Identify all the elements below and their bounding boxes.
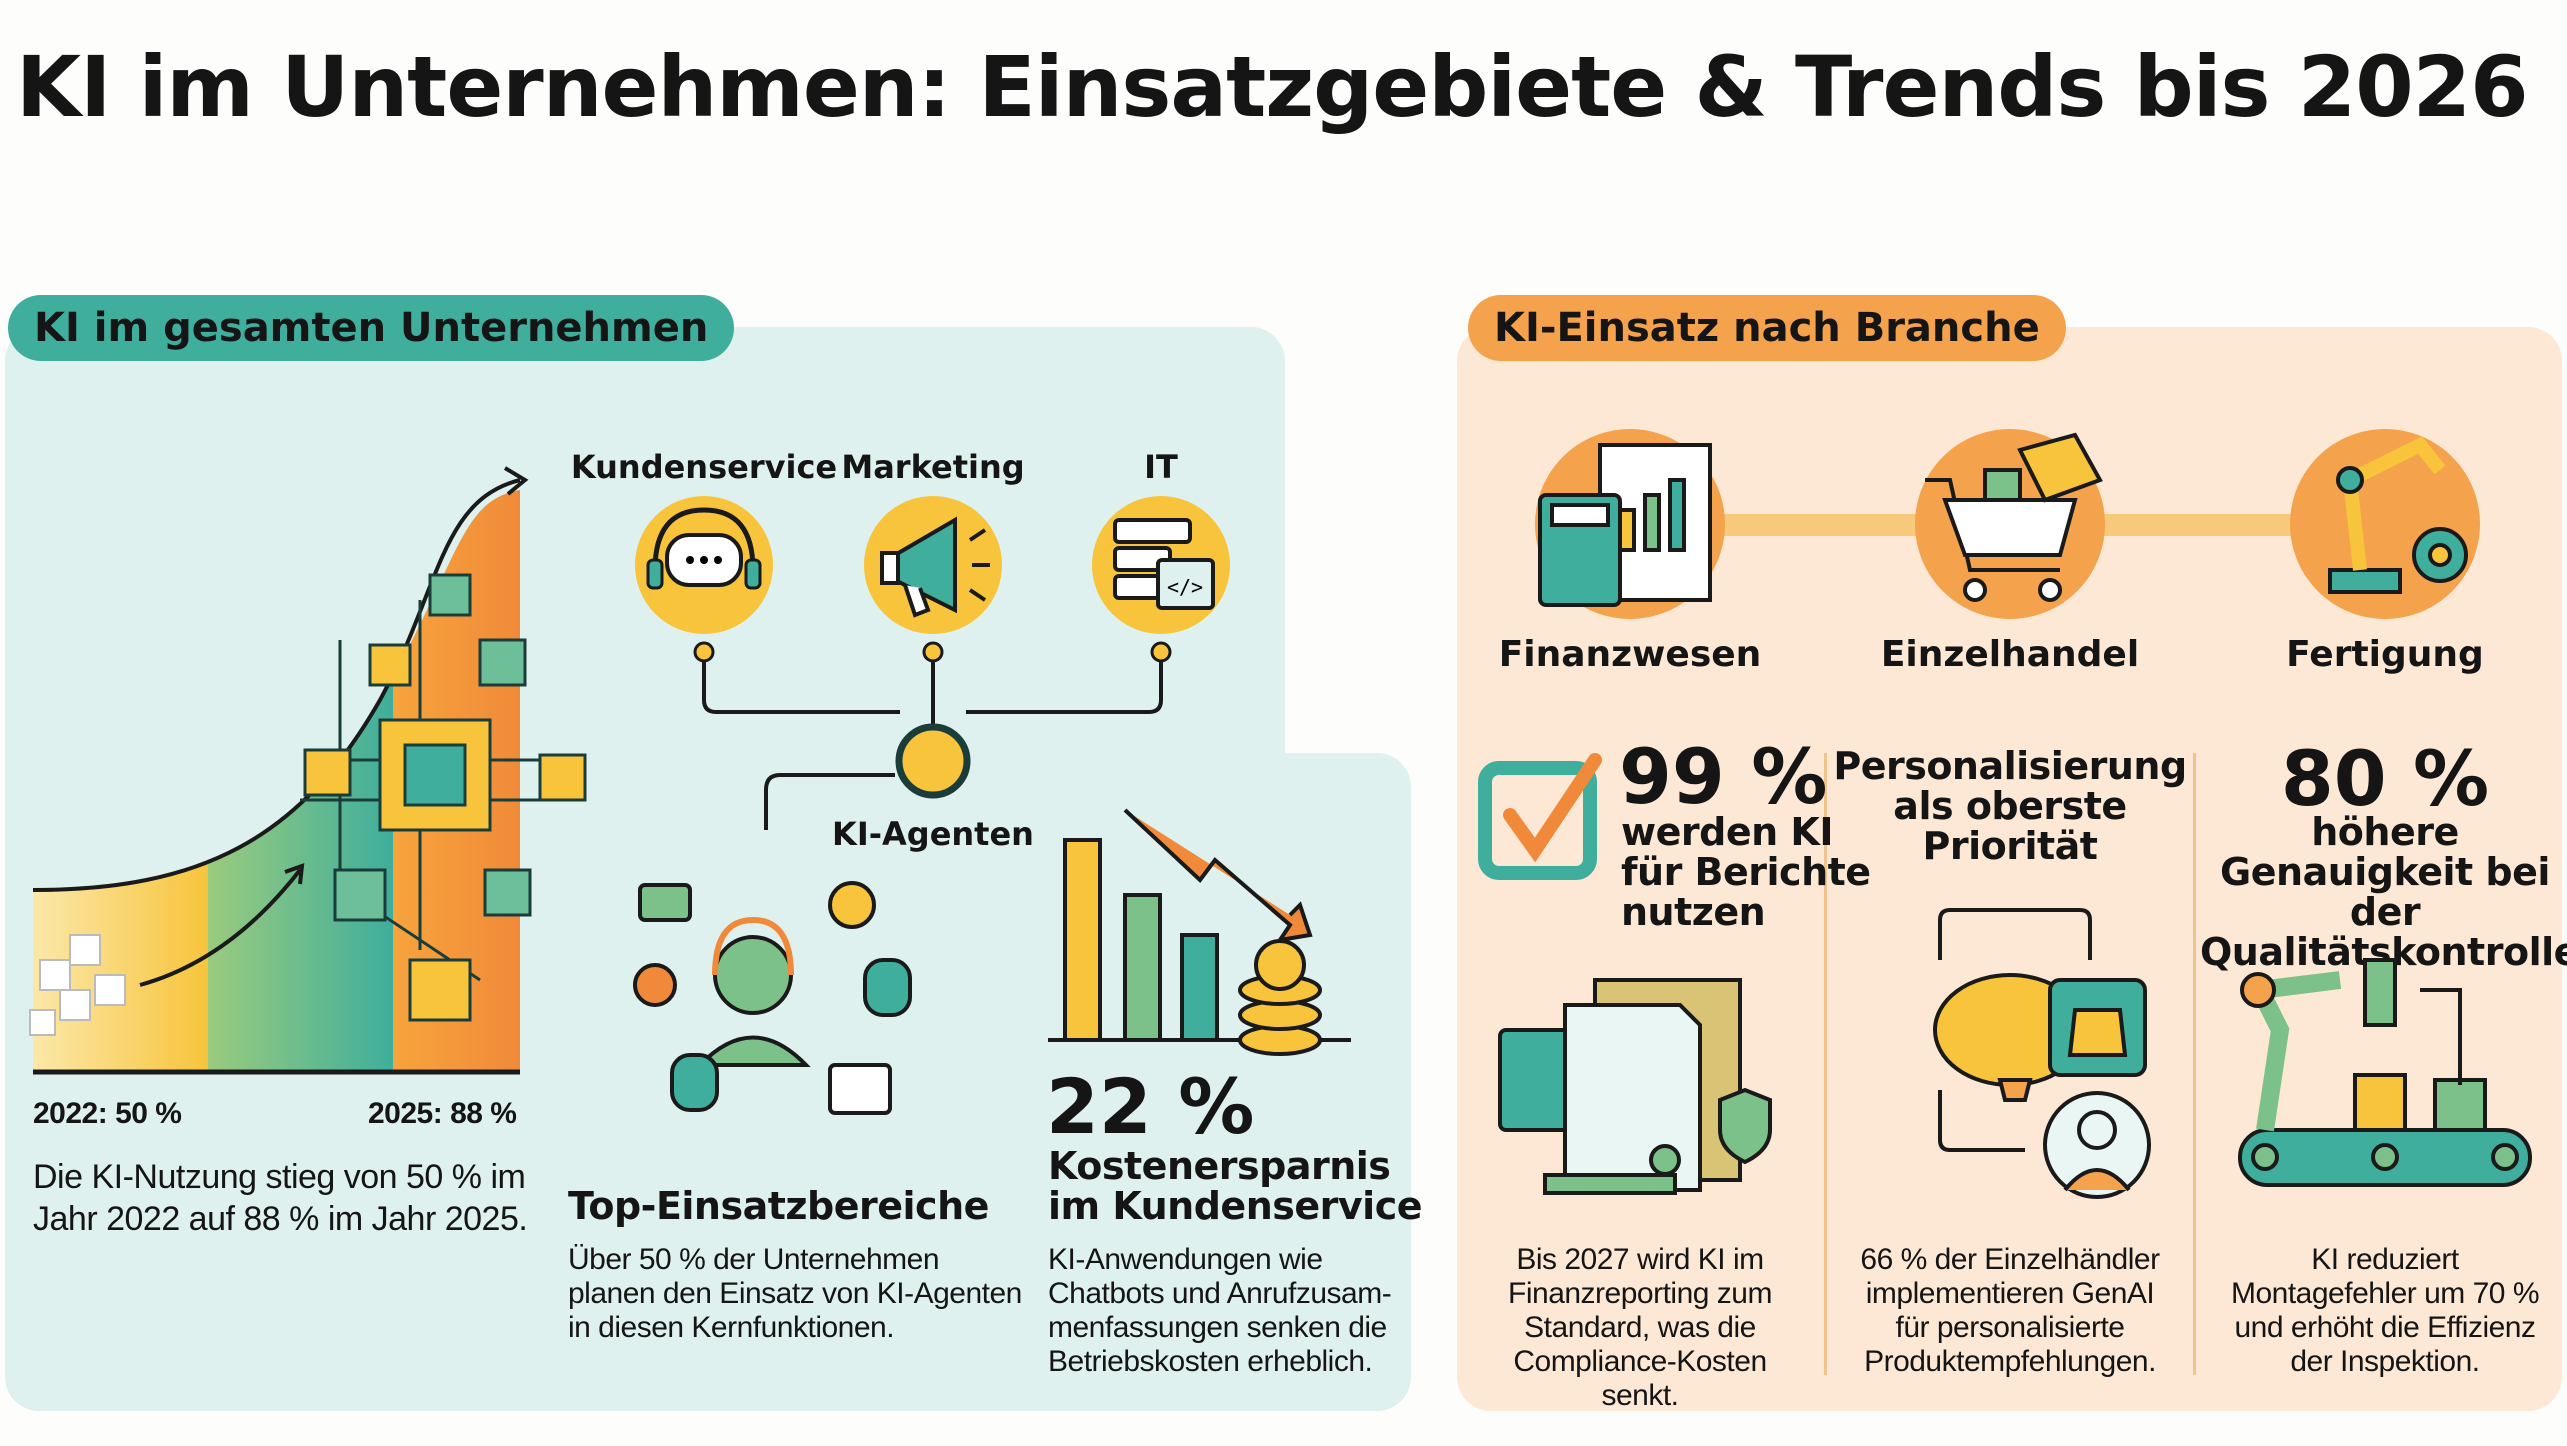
heading-line: Kostenersparnis — [1048, 1144, 1391, 1188]
desc-line: senkt. — [1601, 1379, 1679, 1412]
desc-line: Compliance-Kosten — [1513, 1345, 1767, 1378]
desc-line: Finanzreporting zum — [1508, 1277, 1772, 1310]
heading-line: im Kundenservice — [1048, 1184, 1423, 1228]
stat-line: als oberste — [1893, 784, 2127, 828]
industry-label-manufacturing: Fertigung — [2286, 634, 2484, 675]
function-label-marketing: Marketing — [841, 448, 1025, 486]
trend-curve — [32, 478, 521, 892]
desc-line: Bis 2027 wird KI im — [1516, 1243, 1764, 1276]
section-pill-industry: KI-Einsatz nach Branche — [1468, 295, 2066, 361]
column-divider — [1824, 753, 1827, 1375]
arrow-head-icon — [503, 466, 529, 496]
desc-line: implementieren GenAI — [1865, 1277, 2155, 1310]
desc-line: menfassungen senken die — [1048, 1311, 1387, 1344]
server-code-icon: </> — [1092, 496, 1230, 634]
desc-line: für personalisierte — [1895, 1311, 2125, 1344]
finance-stat-text: werden KI für Berichte nutzen — [1621, 812, 1871, 932]
page-title: KI im Unternehmen: Einsatzgebiete & Tren… — [16, 38, 2529, 136]
desc-line: KI reduziert — [2311, 1243, 2459, 1276]
robot-arm-icon — [2290, 429, 2480, 619]
manufacturing-value: 80 % — [2280, 734, 2490, 823]
desc-line: Chatbots und Anrufzusam- — [1048, 1277, 1392, 1310]
savings-value: 22 % — [1046, 1062, 1255, 1151]
desc-line: Betriebskosten erheblich. — [1048, 1345, 1373, 1378]
stat-line: Genauigkeit bei der — [2220, 850, 2550, 934]
desc-line: in diesen Kernfunktionen. — [568, 1311, 895, 1344]
ai-agent-person-icon — [633, 881, 912, 1115]
megaphone-icon — [864, 496, 1002, 634]
industry-label-retail: Einzelhandel — [1880, 634, 2140, 675]
stat-line: nutzen — [1621, 890, 1766, 934]
small-arrow-icon — [139, 863, 305, 987]
stat-line: Priorität — [1922, 824, 2098, 868]
label-2022: 2022: 50 % — [33, 1097, 182, 1130]
stat-line: Personalisierung — [1833, 744, 2187, 788]
desc-line: Über 50 % der Unternehmen — [568, 1243, 940, 1276]
hub-label: KI-Agenten — [832, 815, 1034, 853]
manufacturing-stat-text: höhere Genauigkeit bei der Qualitätskont… — [2200, 812, 2567, 972]
finance-description: Bis 2027 wird KI im Finanzreporting zum … — [1470, 1243, 1810, 1413]
growth-description: Die KI-Nutzung stieg von 50 % im Jahr 20… — [33, 1156, 528, 1240]
top-areas-heading: Top-Einsatzbereiche — [568, 1184, 989, 1228]
function-label-it: IT — [1144, 448, 1178, 486]
desc-line: Jahr 2022 auf 88 % im Jahr 2025. — [33, 1200, 528, 1238]
desc-line: Standard, was die — [1524, 1311, 1756, 1344]
savings-description: KI-Anwendungen wie Chatbots und Anrufzus… — [1048, 1243, 1392, 1379]
function-label-kundenservice: Kundenservice — [570, 448, 838, 486]
desc-line: Produktempfehlungen. — [1864, 1345, 2156, 1378]
industry-label-finance: Finanzwesen — [1498, 634, 1762, 675]
hub-icon — [895, 723, 971, 799]
calculator-report-icon — [1535, 429, 1725, 619]
cost-savings-icon — [1048, 808, 1351, 1056]
desc-line: Montagefehler um 70 % — [2230, 1277, 2540, 1310]
headset-chat-icon — [635, 496, 773, 634]
retail-stat-text: Personalisierung als oberste Priorität — [1830, 746, 2190, 866]
savings-heading: Kostenersparnis im Kundenservice — [1048, 1144, 1423, 1228]
stat-line: höhere — [2311, 810, 2459, 854]
column-divider — [2193, 753, 2196, 1375]
desc-line: der Inspektion. — [2290, 1345, 2480, 1378]
desc-line: Die KI-Nutzung stieg von 50 % im — [33, 1158, 526, 1196]
label-2025: 2025: 88 % — [368, 1097, 517, 1130]
small-cubes-icon — [29, 934, 126, 1036]
shopping-cart-icon — [1915, 429, 2105, 619]
svg-text:</>: </> — [1167, 575, 1203, 599]
section-pill-enterprise: KI im gesamten Unternehmen — [8, 295, 735, 361]
stat-line: für Berichte — [1621, 850, 1871, 894]
top-areas-description: Über 50 % der Unternehmen planen den Ein… — [568, 1243, 1022, 1345]
desc-line: 66 % der Einzelhändler — [1860, 1243, 2160, 1276]
desc-line: KI-Anwendungen wie — [1048, 1243, 1323, 1276]
desc-line: und erhöht die Effizienz — [2234, 1311, 2537, 1344]
manufacturing-description: KI reduziert Montagefehler um 70 % und e… — [2200, 1243, 2567, 1379]
finance-value: 99 % — [1619, 732, 1828, 821]
cube-network-icon — [300, 573, 587, 1022]
stat-line: werden KI — [1621, 810, 1833, 854]
desc-line: planen den Einsatz von KI-Agenten — [568, 1277, 1022, 1310]
retail-description: 66 % der Einzelhändler implementieren Ge… — [1830, 1243, 2190, 1379]
